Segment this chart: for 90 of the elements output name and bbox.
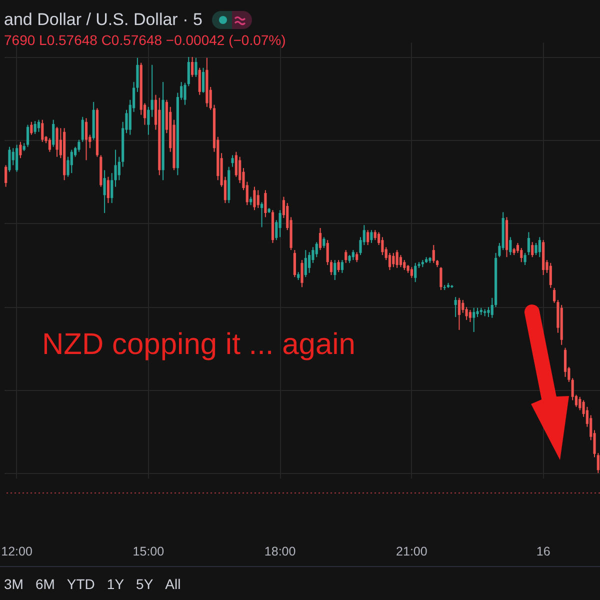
candlestick [300, 260, 304, 288]
candlestick [440, 266, 442, 290]
candlestick [414, 262, 417, 283]
candlestick [12, 148, 14, 166]
candlestick [527, 232, 530, 256]
candlestick [304, 250, 307, 278]
annotation: NZD copping it ... again [42, 328, 356, 361]
x-tick-label: 15:00 [132, 544, 164, 558]
candlestick [30, 121, 33, 136]
candlestick [340, 260, 344, 274]
candlestick [308, 252, 311, 274]
candlestick [4, 164, 8, 188]
candlestick [26, 124, 30, 148]
candlestick [524, 252, 526, 266]
candlestick [238, 156, 242, 184]
candlestick [48, 138, 52, 152]
x-tick-label: 21:00 [396, 544, 428, 558]
candlestick [337, 260, 340, 273]
candlestick [52, 119, 55, 148]
candlestick [253, 186, 256, 211]
candlestick [472, 307, 476, 332]
candlestick [315, 242, 318, 258]
candlestick [549, 262, 552, 288]
candlestick [264, 190, 267, 218]
candlestick [334, 260, 336, 280]
candlestick [191, 56, 194, 78]
candlestick [8, 146, 11, 172]
candlestick [410, 266, 413, 278]
x-tick-label: 16 [536, 544, 550, 558]
candlestick [432, 244, 435, 264]
candlestick [396, 250, 398, 268]
candlestick [392, 252, 395, 268]
candlestick [458, 297, 461, 330]
candlestick [278, 210, 282, 238]
candlestick [531, 242, 534, 258]
candlestick [150, 64, 154, 118]
text: YTD [66, 576, 95, 592]
candlestick [487, 306, 490, 318]
text: 5Y [136, 576, 154, 592]
candlestick [260, 202, 264, 228]
candlestick [388, 252, 392, 271]
text: 6M [35, 576, 55, 592]
candlestick [198, 67, 201, 96]
candlestick [399, 254, 402, 268]
candlestick [231, 154, 234, 168]
candlestick [403, 260, 406, 271]
candlestick [344, 250, 348, 264]
candlestick [374, 230, 376, 241]
text: 3M [4, 576, 24, 592]
candlestick [462, 299, 464, 314]
candlestick [468, 309, 472, 323]
candlestick [454, 296, 457, 318]
candlestick [103, 170, 106, 214]
text: 1Y [106, 576, 124, 592]
candlestick [34, 120, 36, 134]
candlestick [234, 151, 238, 178]
candlestick [564, 347, 567, 378]
candlestick [509, 236, 512, 256]
candlestick [56, 126, 58, 158]
candlestick [520, 247, 523, 263]
candlestick [356, 252, 358, 263]
x-tick-label: 12:00 [1, 544, 32, 558]
candlestick [322, 236, 326, 248]
text: All [165, 576, 181, 592]
candlestick [370, 230, 373, 244]
candlestick [490, 297, 494, 318]
candlestick [202, 67, 205, 94]
candlestick [326, 240, 329, 266]
chart-title: and Dollar / U.S. Dollar · 5 [4, 10, 202, 30]
x-tick-label: 18:00 [264, 544, 296, 558]
candlestick [538, 236, 541, 258]
candlestick [70, 149, 73, 174]
candlestick [41, 119, 44, 142]
candlestick [106, 176, 110, 204]
chart-subtitle: 7690 L0.57648 C0.57648 −0.00042 (−0.07%) [4, 32, 286, 48]
candlestick [578, 396, 582, 411]
candlestick [330, 260, 333, 276]
candlestick [318, 227, 322, 251]
candlestick [352, 250, 354, 261]
candlestick [19, 141, 22, 159]
candlestick [256, 190, 260, 209]
candlestick [37, 119, 40, 132]
candlestick [147, 106, 150, 136]
candlestick [16, 144, 18, 172]
candlestick [366, 230, 370, 246]
candlestick [84, 118, 88, 161]
candlestick [81, 116, 84, 142]
candlestick [118, 156, 120, 181]
candlestick [194, 57, 198, 78]
candlestick [293, 250, 296, 278]
